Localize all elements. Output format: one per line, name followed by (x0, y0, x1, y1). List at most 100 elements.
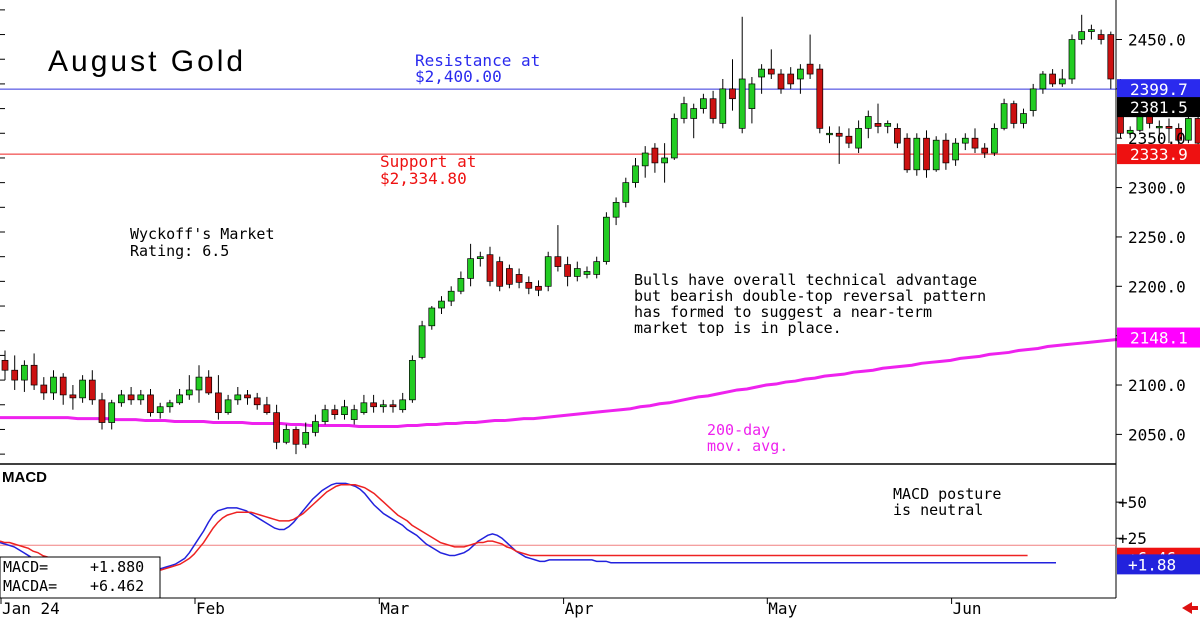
candle-body (302, 432, 310, 445)
candle-body (69, 394, 77, 399)
candle-body (680, 103, 688, 119)
candle-body (845, 135, 853, 144)
scroll-left-icon[interactable] (1182, 602, 1192, 614)
candle-body (506, 268, 513, 285)
candle-body (127, 394, 135, 401)
candle-body (350, 409, 358, 420)
candle-body (826, 132, 833, 136)
month-label: Feb (196, 599, 225, 618)
candle-body (874, 123, 882, 127)
candle-body (884, 123, 892, 127)
candle-body (457, 278, 465, 292)
commentary-line3: has formed to suggest a near-term (634, 303, 932, 321)
candle-body (292, 429, 300, 445)
candle-body (1126, 129, 1134, 134)
candle-body (11, 369, 19, 381)
candle-body (748, 83, 756, 109)
candle-body (787, 73, 795, 85)
macd-readout-box (0, 556, 161, 599)
macda-readout-label: MACDA= (3, 577, 57, 595)
candle-body (806, 63, 814, 75)
candle-body (399, 399, 407, 411)
price-tag: 2333.9 (1117, 144, 1200, 165)
commentary-line1: Bulls have overall technical advantage (634, 271, 977, 289)
candles (1, 14, 1200, 455)
rating-line1: Wyckoff's Market (130, 225, 275, 243)
candle-body (855, 127, 862, 149)
candle-body (438, 300, 445, 309)
macd-tick-label: +25 (1118, 529, 1147, 548)
macda-line (0, 484, 1028, 573)
candle-body (1088, 29, 1095, 32)
candle-body (515, 274, 523, 283)
candle-body (447, 290, 455, 302)
candle-body (40, 384, 48, 394)
candle-body (1155, 126, 1163, 129)
price-tag: 2381.5 (1117, 97, 1200, 118)
macd-readout-value: +1.880 (90, 558, 144, 576)
candle-body (224, 399, 232, 414)
macd-note-line2: is neutral (893, 501, 983, 519)
candle-body (612, 202, 620, 218)
candle-body (709, 98, 717, 119)
macd-tag-box (1117, 554, 1200, 575)
candle-body (234, 394, 242, 401)
candle-body (1175, 127, 1183, 141)
candle-body (1029, 88, 1037, 111)
price-tag-box (1117, 327, 1200, 348)
macd-axis: +25 +50 (1116, 493, 1147, 548)
month-label: May (768, 599, 797, 618)
macd-pane (0, 482, 1116, 574)
macd-tag: +1.88 (1117, 554, 1200, 575)
ma-label-line1: 200-day (707, 421, 770, 439)
candle-body (593, 261, 601, 275)
candle-body (331, 409, 339, 415)
candle-body (1010, 103, 1018, 124)
month-label: Jan 24 (2, 599, 60, 618)
candle-body (535, 285, 542, 291)
candle-body (641, 152, 649, 167)
candle-body (942, 139, 950, 164)
candle-body (486, 254, 494, 282)
support-label-line2: $2,334.80 (380, 169, 467, 188)
candle-body (913, 137, 921, 171)
price-tag-box (1117, 97, 1200, 118)
resistance-label-line1: Resistance at (415, 51, 540, 70)
candle-body (176, 394, 183, 404)
candle-body (428, 307, 436, 327)
support-label-line1: Support at (380, 152, 476, 171)
candle-body (389, 404, 397, 408)
candle-body (1039, 73, 1047, 90)
candle-body (777, 73, 785, 90)
candle-body (738, 78, 746, 129)
candle-body (564, 264, 571, 277)
price-tick-label: 2200.0 (1128, 277, 1186, 296)
candle-body (932, 139, 940, 171)
candle-body (195, 376, 203, 391)
candle-body (253, 397, 261, 406)
candle-body (244, 394, 251, 399)
candle-body (79, 379, 86, 399)
reference-lines (0, 88, 1116, 155)
commentary-line4: market top is in place. (634, 319, 842, 337)
candle-body (467, 258, 474, 279)
candle-body (360, 402, 368, 414)
candle-body (583, 271, 591, 275)
chart-title: August Gold (48, 45, 246, 78)
candle-body (147, 394, 154, 414)
x-axis: Jan 24 Feb Mar Apr May Jun (0, 598, 982, 618)
macd-readout-label: MACD= (3, 558, 48, 576)
price-tag: 2399.7 (1117, 79, 1200, 100)
candle-body (409, 359, 416, 401)
candle-body (341, 406, 348, 415)
candle-body (321, 409, 329, 422)
commentary-line2: but bearish double-top reversal pattern (634, 287, 986, 305)
price-tag-label: 2381.5 (1130, 98, 1188, 117)
candle-body (700, 98, 707, 109)
candle-body (903, 137, 911, 171)
candle-body (816, 68, 824, 129)
candle-body (1097, 34, 1105, 40)
scroll-left-icon-tail[interactable] (1190, 606, 1198, 610)
